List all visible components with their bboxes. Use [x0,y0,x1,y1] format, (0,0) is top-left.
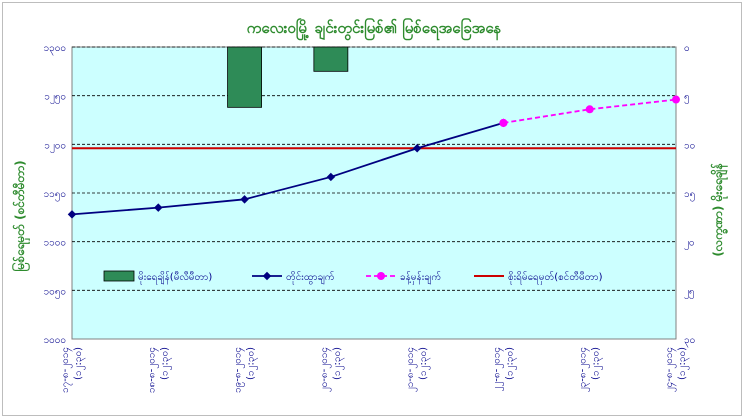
right-tick-label: ၀ [684,43,690,54]
right-tick-label: ၁၅ [684,189,695,202]
rain-bars [227,46,349,108]
left-tick-label: ၁၀၀၀ [44,335,67,346]
x-tick-date: ၂၃-၈-၂၀၁၄ [578,347,591,392]
y-left-label: မြစ်ရေမှတ် (စင်တီမီတာ) [10,160,31,271]
x-tick-time: (၁၂:၃၀) [418,347,431,380]
left-axis-ticks: ၁၀၀၀ ၁၀၅၀ ၁၁၀၀ ၁၁၅၀ ၁၂၀၀ ၁၂၅၀ ၁၃၀၀ [44,43,67,346]
x-tick-date: ၂၄-၈-၂၀၁၄ [664,347,677,392]
forecast-point [672,95,680,104]
left-tick-label: ၁၁၀၀ [44,238,67,249]
left-tick-label: ၁၃၀၀ [44,43,67,56]
x-tick-time: (၁၂:၃၀) [159,347,172,380]
legend-label-observed: တိုင်းထွာချက် [286,270,335,285]
right-tick-label: ၃၀ [684,335,695,348]
right-tick-label: ၅ [684,92,690,105]
observed-point [326,172,336,182]
right-tick-label: ၂၀ [684,238,695,251]
rain-bar [227,46,262,108]
grid-lines [72,46,676,291]
right-tick-label: ၁၀ [684,140,695,151]
x-tick-time: (၁၂:၃၀) [677,347,690,380]
legend-swatch-rain [103,270,135,282]
left-tick-label: ၁၂၀၀ [44,140,66,153]
observed-point [240,195,249,204]
legend-label-warning: စိုးရိမ်ရေမှတ်(စင်တီမီတာ) [508,270,603,285]
x-tick-date: ၂၂-၈-၂၀၁၄ [491,347,504,392]
legend-label-rain: မိုးရေချိန်(မီလီမီတာ) [138,270,212,285]
legend: မိုးရေချိန်(မီလီမီတာ) တိုင်းထွာချက် ခန့်မှ… [103,270,603,285]
legend-marker-observed [262,271,272,281]
x-tick-time: (၁၂:၃၀) [332,347,345,380]
legend-label-forecast: ခန့်မှန်းချက် [400,270,441,285]
x-tick-date: ၁၇-၈-၂၀၁၄ [60,347,73,393]
right-tick-label: ၂၅ [684,286,695,299]
x-tick-date: ၁၉-၈-၂၀၁၄ [233,347,246,393]
x-tick-date: ၂၀-၈-၂၀၁၄ [319,347,332,392]
level-lines [67,95,680,219]
legend-marker-forecast [377,272,385,280]
rain-bar [313,46,349,72]
forecast-point [585,105,594,114]
x-tick-time: (၁၂:၃၀) [73,347,86,380]
observed-line [71,122,504,216]
forecast-line [503,98,677,124]
observed-point [412,143,422,153]
observed-point [154,203,163,212]
left-tick-label: ၁၂၅၀ [44,92,66,105]
x-tick-time: (၁၂:၃၀) [246,347,259,380]
chart-title: ကလေးဝမြို့ ချင်းတွင်းမြစ်၏ မြစ်ရေအခြေအနေ [247,17,502,41]
left-tick-label: ၁၁၅၀ [44,189,67,202]
x-axis-ticks: ၁၇-၈-၂၀၁၄ (၁၂:၃၀) ၁၈-၈-၂၀၁၄ (၁၂:၃၀) ၁၉-၈-၂၀၁… [60,347,690,393]
x-tick-time: (၁၂:၃၀) [504,347,517,380]
forecast-point [499,118,508,127]
x-tick-date: ၂၁-၈-၂၀၁၄ [405,347,418,392]
x-tick-date: ၁၈-၈-၂၀၁၄ [146,347,159,393]
observed-point [67,210,77,219]
left-tick-label: ၁၀၅၀ [44,286,67,299]
x-tick-time: (၁၂:၃၀) [591,347,604,380]
y-right-label: (လက္ခဏာ) မိုးရေချိန် [709,163,729,257]
